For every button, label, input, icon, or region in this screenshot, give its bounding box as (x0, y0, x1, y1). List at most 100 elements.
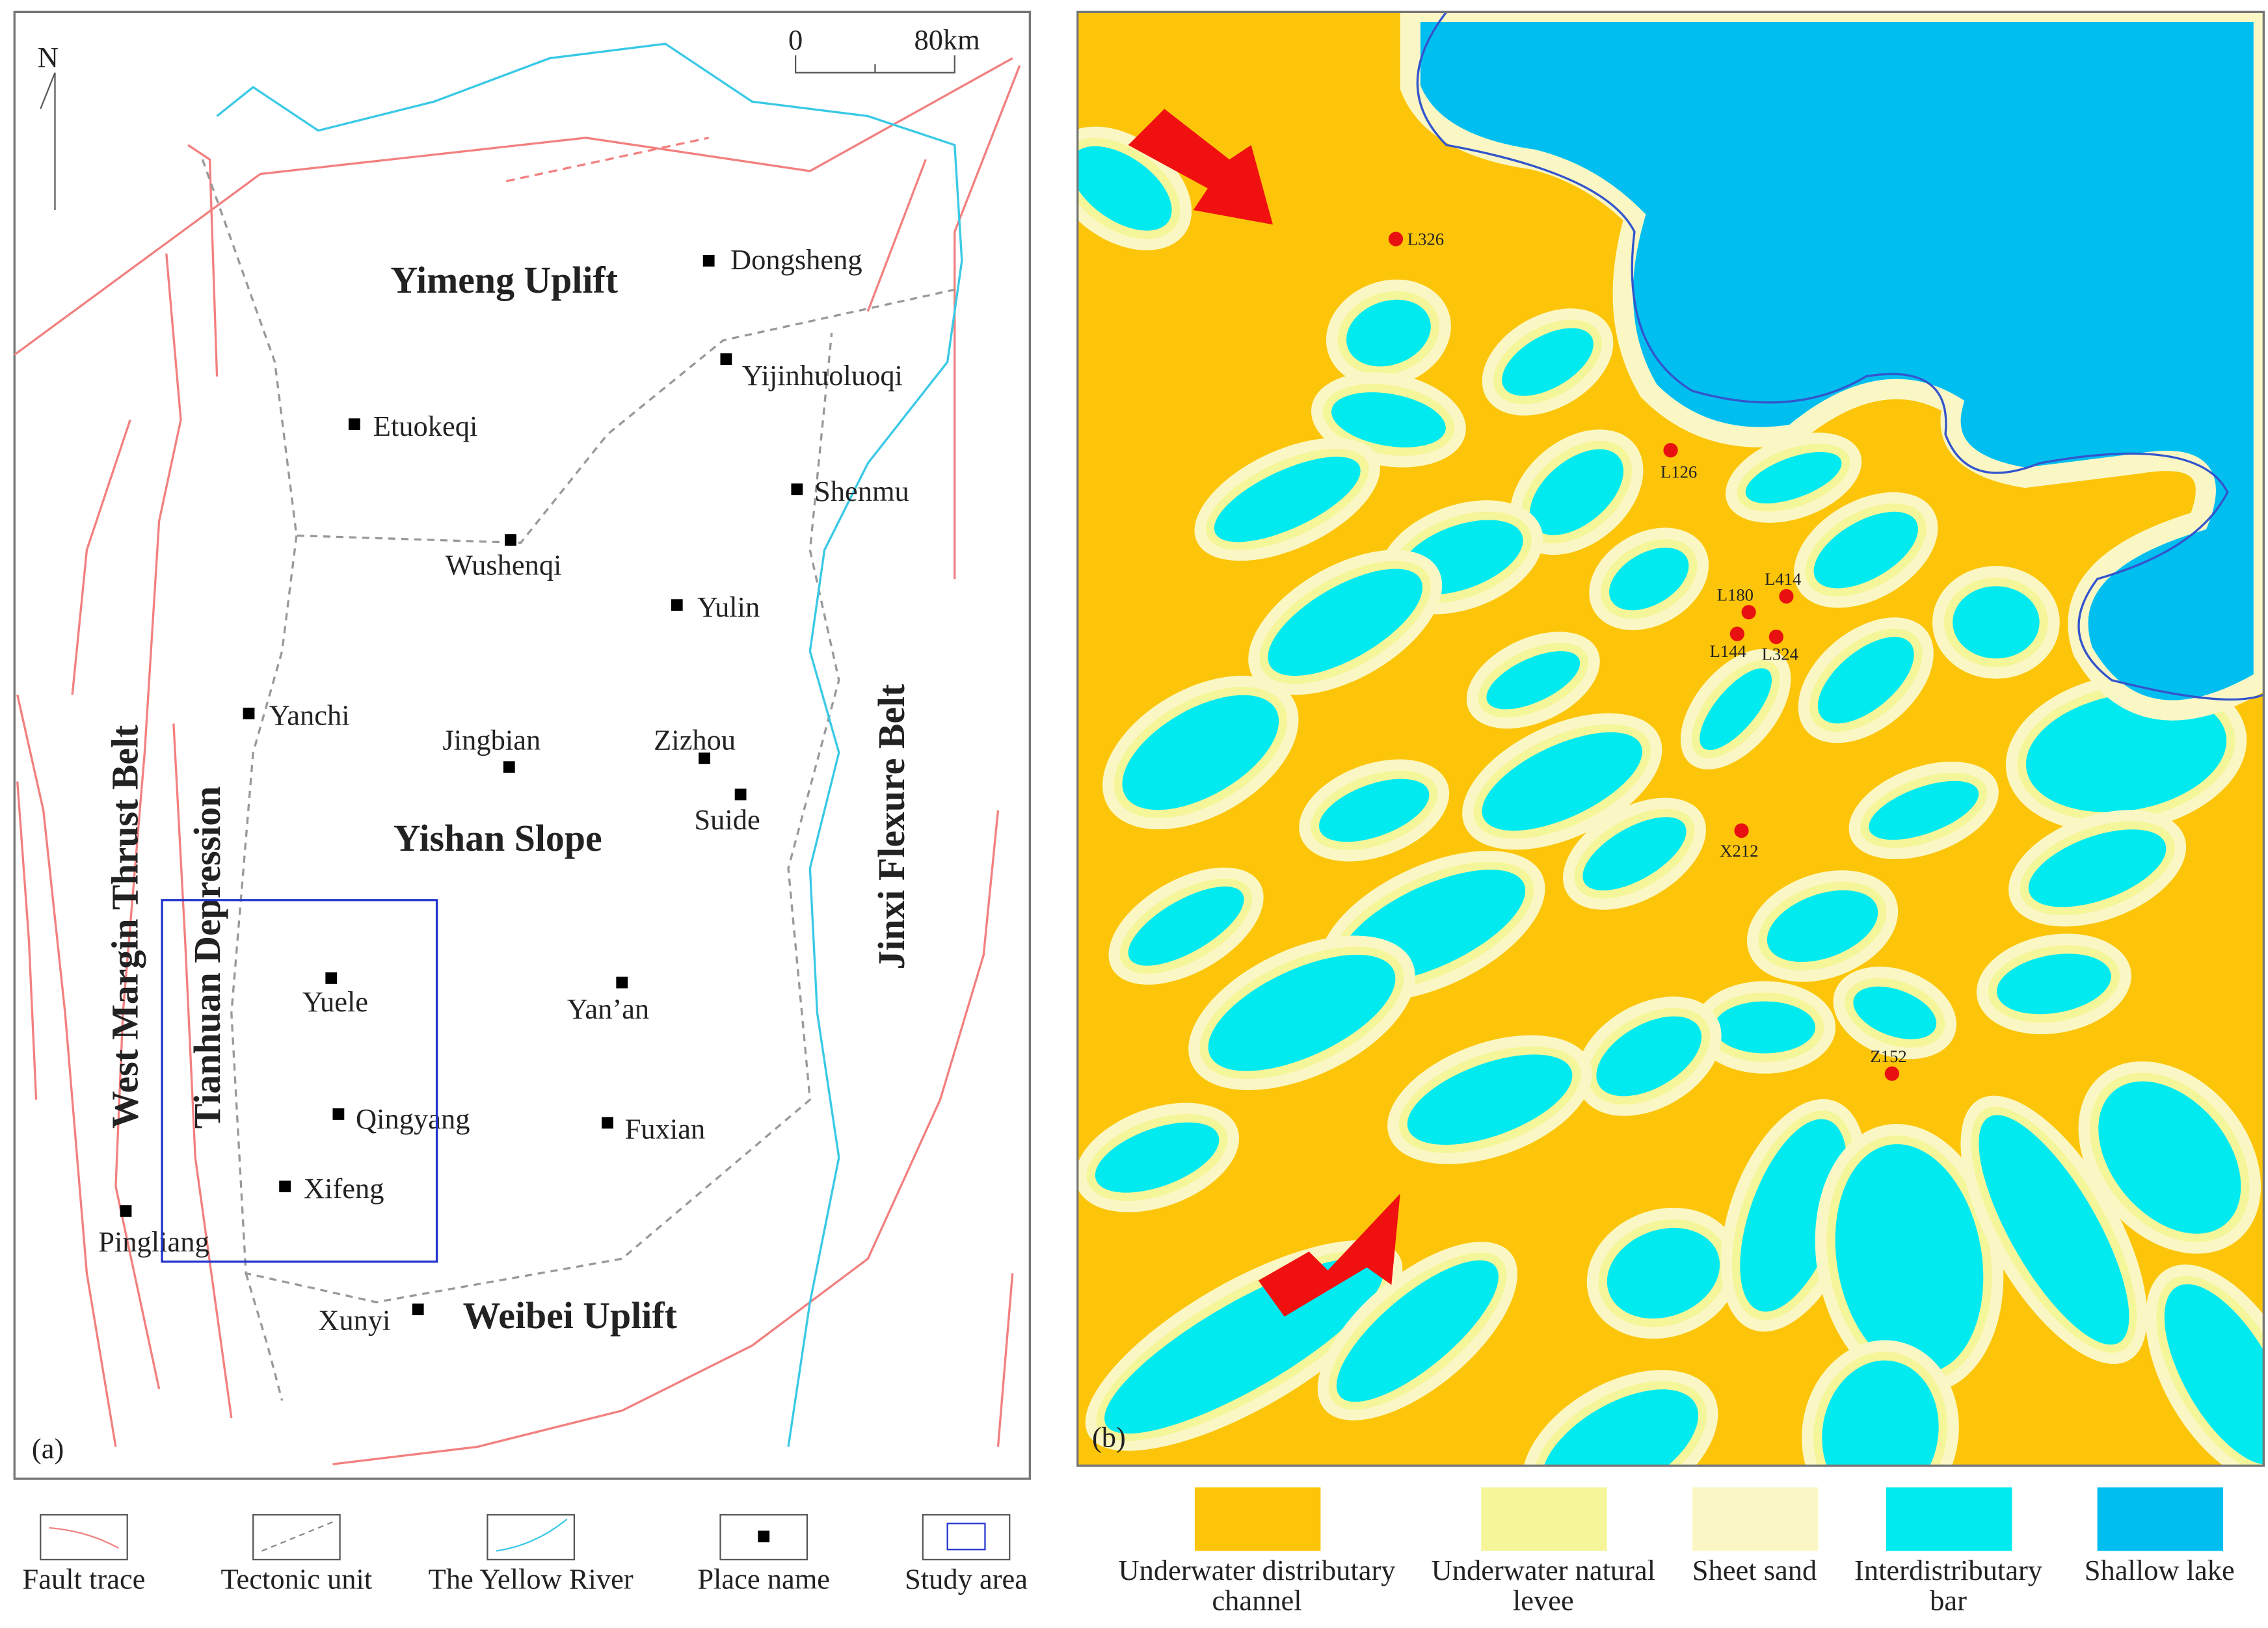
place-label: Xifeng (304, 1172, 384, 1205)
interdistributary-bar (1095, 1122, 1220, 1193)
study-area (161, 899, 438, 1263)
place-marker (503, 761, 515, 773)
well-label: L144 (1710, 641, 1746, 661)
legend-a: Fault trace Tectonic unit The Yellow Riv… (23, 1514, 1028, 1595)
label: Fault trace (23, 1562, 146, 1595)
well-label: L180 (1717, 585, 1754, 604)
shape (16, 781, 38, 1100)
flow-arrow (1258, 1194, 1400, 1317)
shape (187, 144, 219, 377)
place-label: Qingyang (356, 1102, 470, 1135)
places: Dongsheng Yijinhuoluoqi Etuokeqi Shenmu Wush… (98, 243, 909, 1336)
scale-bar (795, 55, 955, 73)
interdistributary-bar (1486, 651, 1581, 710)
panel-frame (1076, 10, 2265, 1467)
interdistributary-bar (1407, 1054, 1573, 1145)
shape (40, 1514, 128, 1561)
place-label: Suide (694, 803, 760, 836)
place-marker (720, 353, 732, 365)
well (1779, 589, 1794, 604)
interdistributary-bar (1336, 1260, 1499, 1402)
shape (954, 65, 1021, 580)
shape (496, 1518, 568, 1552)
unit-label: Weibei Uplift (463, 1294, 677, 1337)
legend-label: Underwater distributary (1119, 1554, 1396, 1586)
well-label: X212 (1720, 841, 1758, 861)
interdistributary-bar (1530, 449, 1623, 535)
interdistributary-bar (1607, 1227, 1720, 1319)
place-label: Yanchi (269, 699, 350, 732)
unit-label: Tianhuan Depression (186, 786, 228, 1128)
place-marker (616, 976, 628, 989)
legend-swatch (1481, 1487, 1607, 1551)
shape (14, 57, 1013, 356)
interdistributary-bar (1122, 695, 1279, 810)
place-label: Yan’an (567, 993, 649, 1025)
interdistributary-bar (1700, 668, 1772, 751)
scale-label: 0 (788, 23, 803, 56)
interdistributary-bar (1869, 781, 1979, 840)
interdistributary-bar (2164, 1284, 2264, 1465)
well (1884, 1066, 1899, 1081)
label: Tectonic unit (221, 1562, 373, 1595)
interdistributary-bar (1128, 886, 1244, 966)
place-marker (699, 752, 710, 764)
interdistributary-bar (1853, 986, 1937, 1039)
interdistributary-bar (1346, 299, 1431, 367)
place-marker (734, 788, 747, 801)
place-label: Wushenqi (446, 548, 562, 581)
interdistributary-bar (1502, 328, 1594, 396)
scale-label: 80km (914, 23, 980, 56)
panel-frame (13, 10, 1032, 1480)
interdistributary-bar (1541, 1389, 1698, 1466)
legend-label: channel (1212, 1584, 1301, 1617)
legend-label: Interdistributary (1854, 1554, 2043, 1586)
unit-label: Jinxi Flexure Belt (870, 684, 913, 970)
well (1768, 629, 1784, 645)
shape (866, 159, 927, 312)
shape (758, 1530, 770, 1543)
north-label: N (38, 41, 59, 73)
panel-b: L326 L126 L414 L180 L144 L324 X212 Z152 (b) (1077, 12, 2264, 1466)
legend-label: bar (1930, 1584, 1967, 1617)
well-label: L414 (1765, 569, 1801, 589)
place-marker (332, 1108, 345, 1120)
unit-label: West Margin Thrust Belt (103, 725, 146, 1128)
place-label: Dongsheng (730, 243, 862, 276)
interdistributary-bar (1104, 1257, 1383, 1434)
interdistributary-bar (1596, 1016, 1702, 1097)
place-label: Yijinhuoluoqi (742, 359, 903, 392)
place-marker (671, 599, 683, 611)
place-label: Xunyi (318, 1303, 390, 1336)
interdistributary-bar (1714, 1001, 1815, 1054)
shape (230, 332, 840, 1303)
shape (261, 1521, 333, 1552)
interdistributary-bar (1214, 457, 1361, 542)
place-label: Yuele (302, 985, 368, 1018)
legend-swatch (1194, 1487, 1321, 1551)
well-label: L324 (1762, 645, 1798, 664)
unit-label: Yishan Slope (394, 817, 602, 859)
well-label: L126 (1661, 462, 1697, 481)
bars (1077, 126, 2264, 1466)
well-label: L326 (1407, 229, 1444, 248)
place-marker (120, 1205, 132, 1217)
north-arrow (40, 72, 56, 109)
place-marker (791, 483, 803, 496)
interdistributary-bar (1740, 1119, 1847, 1312)
place-label: Yulin (697, 591, 760, 623)
shape (71, 419, 131, 695)
place-marker (325, 972, 338, 984)
well (1734, 823, 1749, 838)
shape (487, 1514, 575, 1561)
interdistributary-bar (1331, 392, 1446, 447)
legend-label: levee (1513, 1584, 1574, 1617)
shape (172, 723, 233, 1419)
place-label: Jingbian (442, 724, 540, 756)
shape (922, 1514, 1011, 1561)
interdistributary-bar (1582, 817, 1687, 891)
place-marker (412, 1303, 424, 1316)
place-label: Pingliang (98, 1225, 209, 1258)
place-label: Fuxian (625, 1113, 706, 1145)
